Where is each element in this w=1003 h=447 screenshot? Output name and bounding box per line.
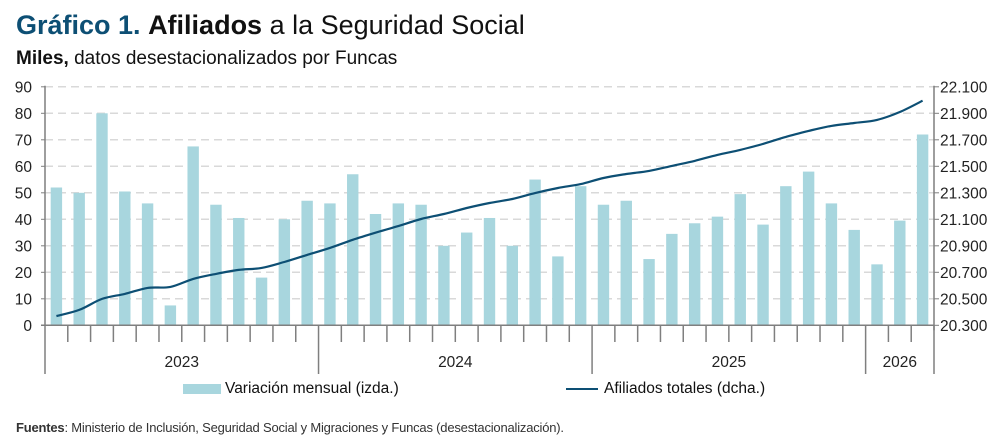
title-bold: Afiliados	[148, 10, 263, 40]
bar	[141, 203, 154, 326]
bar	[164, 305, 177, 326]
bar	[301, 200, 313, 326]
axes	[41, 85, 939, 374]
y-left-tick-label: 0	[23, 318, 32, 335]
y-right-tick-label: 21.900	[940, 106, 988, 123]
y-left-tick-label: 90	[15, 79, 33, 96]
bar	[802, 171, 815, 326]
y-right-tick-label: 22.100	[940, 79, 988, 96]
y-right-tick-label: 20.900	[940, 238, 988, 255]
x-year-label: 2024	[438, 354, 473, 371]
bar	[780, 186, 792, 326]
bar	[324, 203, 336, 326]
bar	[848, 229, 860, 326]
bar	[552, 256, 564, 326]
y-left-tick-label: 80	[15, 106, 33, 123]
source-text: : Ministerio de Inclusión, Seguridad Soc…	[64, 420, 564, 435]
legend-bars-label: Variación mensual (izda.)	[225, 380, 399, 397]
bar	[50, 187, 63, 326]
bar	[757, 224, 769, 326]
y-left-tick-label: 40	[15, 212, 33, 229]
y-axis-right-labels: 20.300 20.500 20.700 20.900 21.100 21.300 21.5…	[940, 79, 988, 334]
bar	[529, 179, 541, 326]
bar	[688, 223, 701, 326]
y-right-tick-label: 21.700	[940, 132, 988, 149]
bar	[871, 264, 883, 326]
title-rest: a la Seguridad Social	[269, 10, 525, 40]
line-afiliados-totales	[56, 99, 924, 318]
y-axis-left-labels: 0 10 20 30 40 50 60 70 80 90	[15, 79, 33, 334]
y-right-tick-label: 20.700	[940, 265, 988, 282]
bar	[233, 217, 245, 326]
bar	[438, 245, 450, 326]
bar-series	[50, 113, 929, 326]
bar	[187, 146, 199, 326]
source-note: Fuentes: Ministerio de Inclusión, Seguri…	[16, 420, 564, 435]
y-left-tick-label: 70	[15, 132, 33, 149]
bar	[415, 204, 427, 326]
bar	[210, 204, 222, 326]
bar	[734, 194, 746, 326]
bar	[711, 216, 724, 326]
subtitle-rest: datos desestacionalizados por Funcas	[74, 48, 398, 69]
bar	[574, 186, 587, 326]
source-label: Fuentes	[16, 420, 65, 435]
legend-item-line: Afiliados totales (dcha.)	[566, 380, 765, 398]
y-left-tick-label: 30	[15, 238, 33, 255]
bar	[506, 245, 518, 326]
bar	[666, 233, 678, 326]
y-right-tick-label: 20.500	[940, 291, 988, 308]
bar	[461, 232, 473, 326]
bar	[825, 203, 838, 326]
bar	[347, 174, 359, 326]
bar	[894, 220, 906, 326]
chart-subtitle: Miles, datos desestacionalizados por Fun…	[16, 48, 397, 70]
subtitle-bold: Miles,	[16, 48, 69, 69]
x-year-label: 2025	[712, 354, 746, 371]
legend-bar-swatch	[183, 384, 221, 394]
y-right-tick-label: 21.100	[940, 212, 988, 229]
y-left-tick-label: 60	[15, 159, 33, 176]
y-left-tick-label: 20	[15, 265, 33, 282]
bar	[369, 214, 382, 326]
y-right-tick-label: 21.300	[940, 185, 988, 202]
x-axis-labels: 2023 2024 2025 2026	[165, 354, 918, 371]
bar	[96, 113, 108, 326]
bar	[278, 219, 291, 326]
y-left-tick-label: 10	[15, 291, 33, 308]
chart-title: Gráfico 1. Afiliados a la Seguridad Soci…	[16, 10, 525, 41]
bar	[483, 217, 496, 326]
y-left-tick-label: 50	[15, 185, 33, 202]
legend: Variación mensual (izda.) Afiliados tota…	[0, 380, 1003, 404]
line-series	[56, 99, 924, 318]
x-year-label: 2023	[165, 354, 199, 371]
y-right-tick-label: 21.500	[940, 159, 988, 176]
legend-item-bars: Variación mensual (izda.)	[183, 380, 399, 398]
legend-line-label: Afiliados totales (dcha.)	[604, 380, 766, 397]
bar	[916, 134, 929, 326]
bar	[255, 277, 268, 326]
bar	[119, 191, 131, 326]
title-number: Gráfico 1.	[16, 10, 141, 40]
legend-line-swatch	[566, 388, 598, 390]
bar	[73, 192, 85, 326]
bar	[392, 203, 405, 326]
bar	[597, 204, 610, 326]
x-year-label: 2026	[883, 354, 917, 371]
bar	[643, 259, 655, 326]
bar	[620, 200, 632, 326]
y-right-tick-label: 20.300	[940, 318, 988, 335]
